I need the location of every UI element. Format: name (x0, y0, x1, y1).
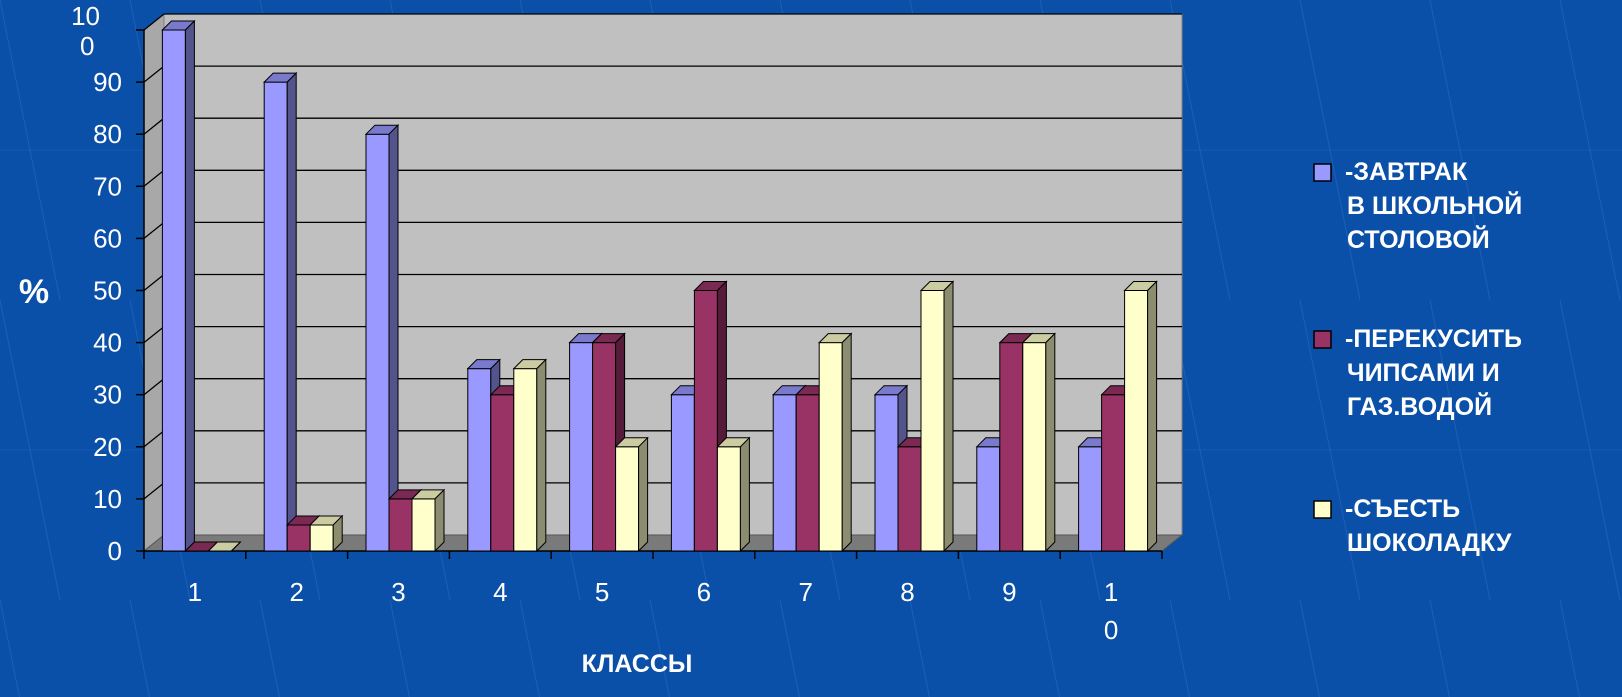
gridline (143, 13, 1182, 31)
bar (693, 280, 728, 553)
x-tick-label: 9 (1002, 577, 1016, 607)
y-tick-label: 70 (93, 171, 122, 201)
bar (364, 123, 400, 553)
bar (1021, 332, 1057, 553)
bar (1123, 280, 1158, 553)
x-tick-label: 7 (798, 577, 812, 607)
bar (262, 71, 298, 553)
y-tick-label: 10 (93, 484, 122, 514)
y-tick-label: 80 (93, 119, 122, 149)
legend-label: -ЗАВТРАК В ШКОЛЬНОЙ СТОЛОВОЙ (1345, 158, 1522, 254)
bar (161, 19, 196, 553)
y-tick-label: 10 0 (71, 1, 100, 61)
bars (161, 19, 1158, 553)
y-tick-label: 90 (93, 67, 122, 97)
y-axis-label: % (19, 273, 49, 311)
y-tick-label: 0 (108, 536, 122, 566)
legend-item: -СЪЕСТЬ ШОКОЛАДКУ (1313, 495, 1512, 557)
legend-swatch (1313, 500, 1332, 519)
x-tick-label: 3 (391, 577, 405, 607)
bar (308, 514, 344, 553)
x-tick-label: 4 (493, 577, 507, 607)
y-tick-label: 20 (93, 432, 122, 462)
y-tick-labels: 0 10 20 30 40 50 60 70 80 90 10 0 (71, 1, 122, 566)
legend-swatch (1313, 330, 1332, 349)
bar (207, 541, 242, 552)
bar (614, 436, 649, 553)
x-tick-label: 5 (595, 577, 609, 607)
legend-label: -ПЕРЕКУСИТЬ ЧИПСАМИ И ГАЗ.ВОДОЙ (1345, 325, 1522, 421)
legend-item: -ЗАВТРАК В ШКОЛЬНОЙ СТОЛОВОЙ (1313, 158, 1522, 254)
legend-item: -ПЕРЕКУСИТЬ ЧИПСАМИ И ГАЗ.ВОДОЙ (1313, 325, 1522, 421)
x-tick-label: 1 (188, 577, 202, 607)
y-tick-label: 50 (93, 276, 122, 306)
y-tick-label: 40 (93, 328, 122, 358)
bar (919, 280, 955, 553)
x-tick-label: 6 (697, 577, 711, 607)
y-tick-label: 30 (93, 380, 122, 410)
y-tick-label: 60 (93, 223, 122, 253)
x-axis-label: КЛАССЫ (582, 650, 693, 678)
x-tick-label: 2 (289, 577, 303, 607)
bar (716, 436, 751, 553)
legend-label: -СЪЕСТЬ ШОКОЛАДКУ (1345, 495, 1512, 557)
bar (817, 332, 853, 553)
x-tick-label: 8 (900, 577, 914, 607)
bar (512, 358, 548, 553)
legend: -ЗАВТРАК В ШКОЛЬНОЙ СТОЛОВОЙ -ПЕРЕКУСИТЬ ЧИП… (1313, 158, 1522, 557)
legend-swatch (1313, 163, 1332, 182)
bar (410, 488, 446, 553)
